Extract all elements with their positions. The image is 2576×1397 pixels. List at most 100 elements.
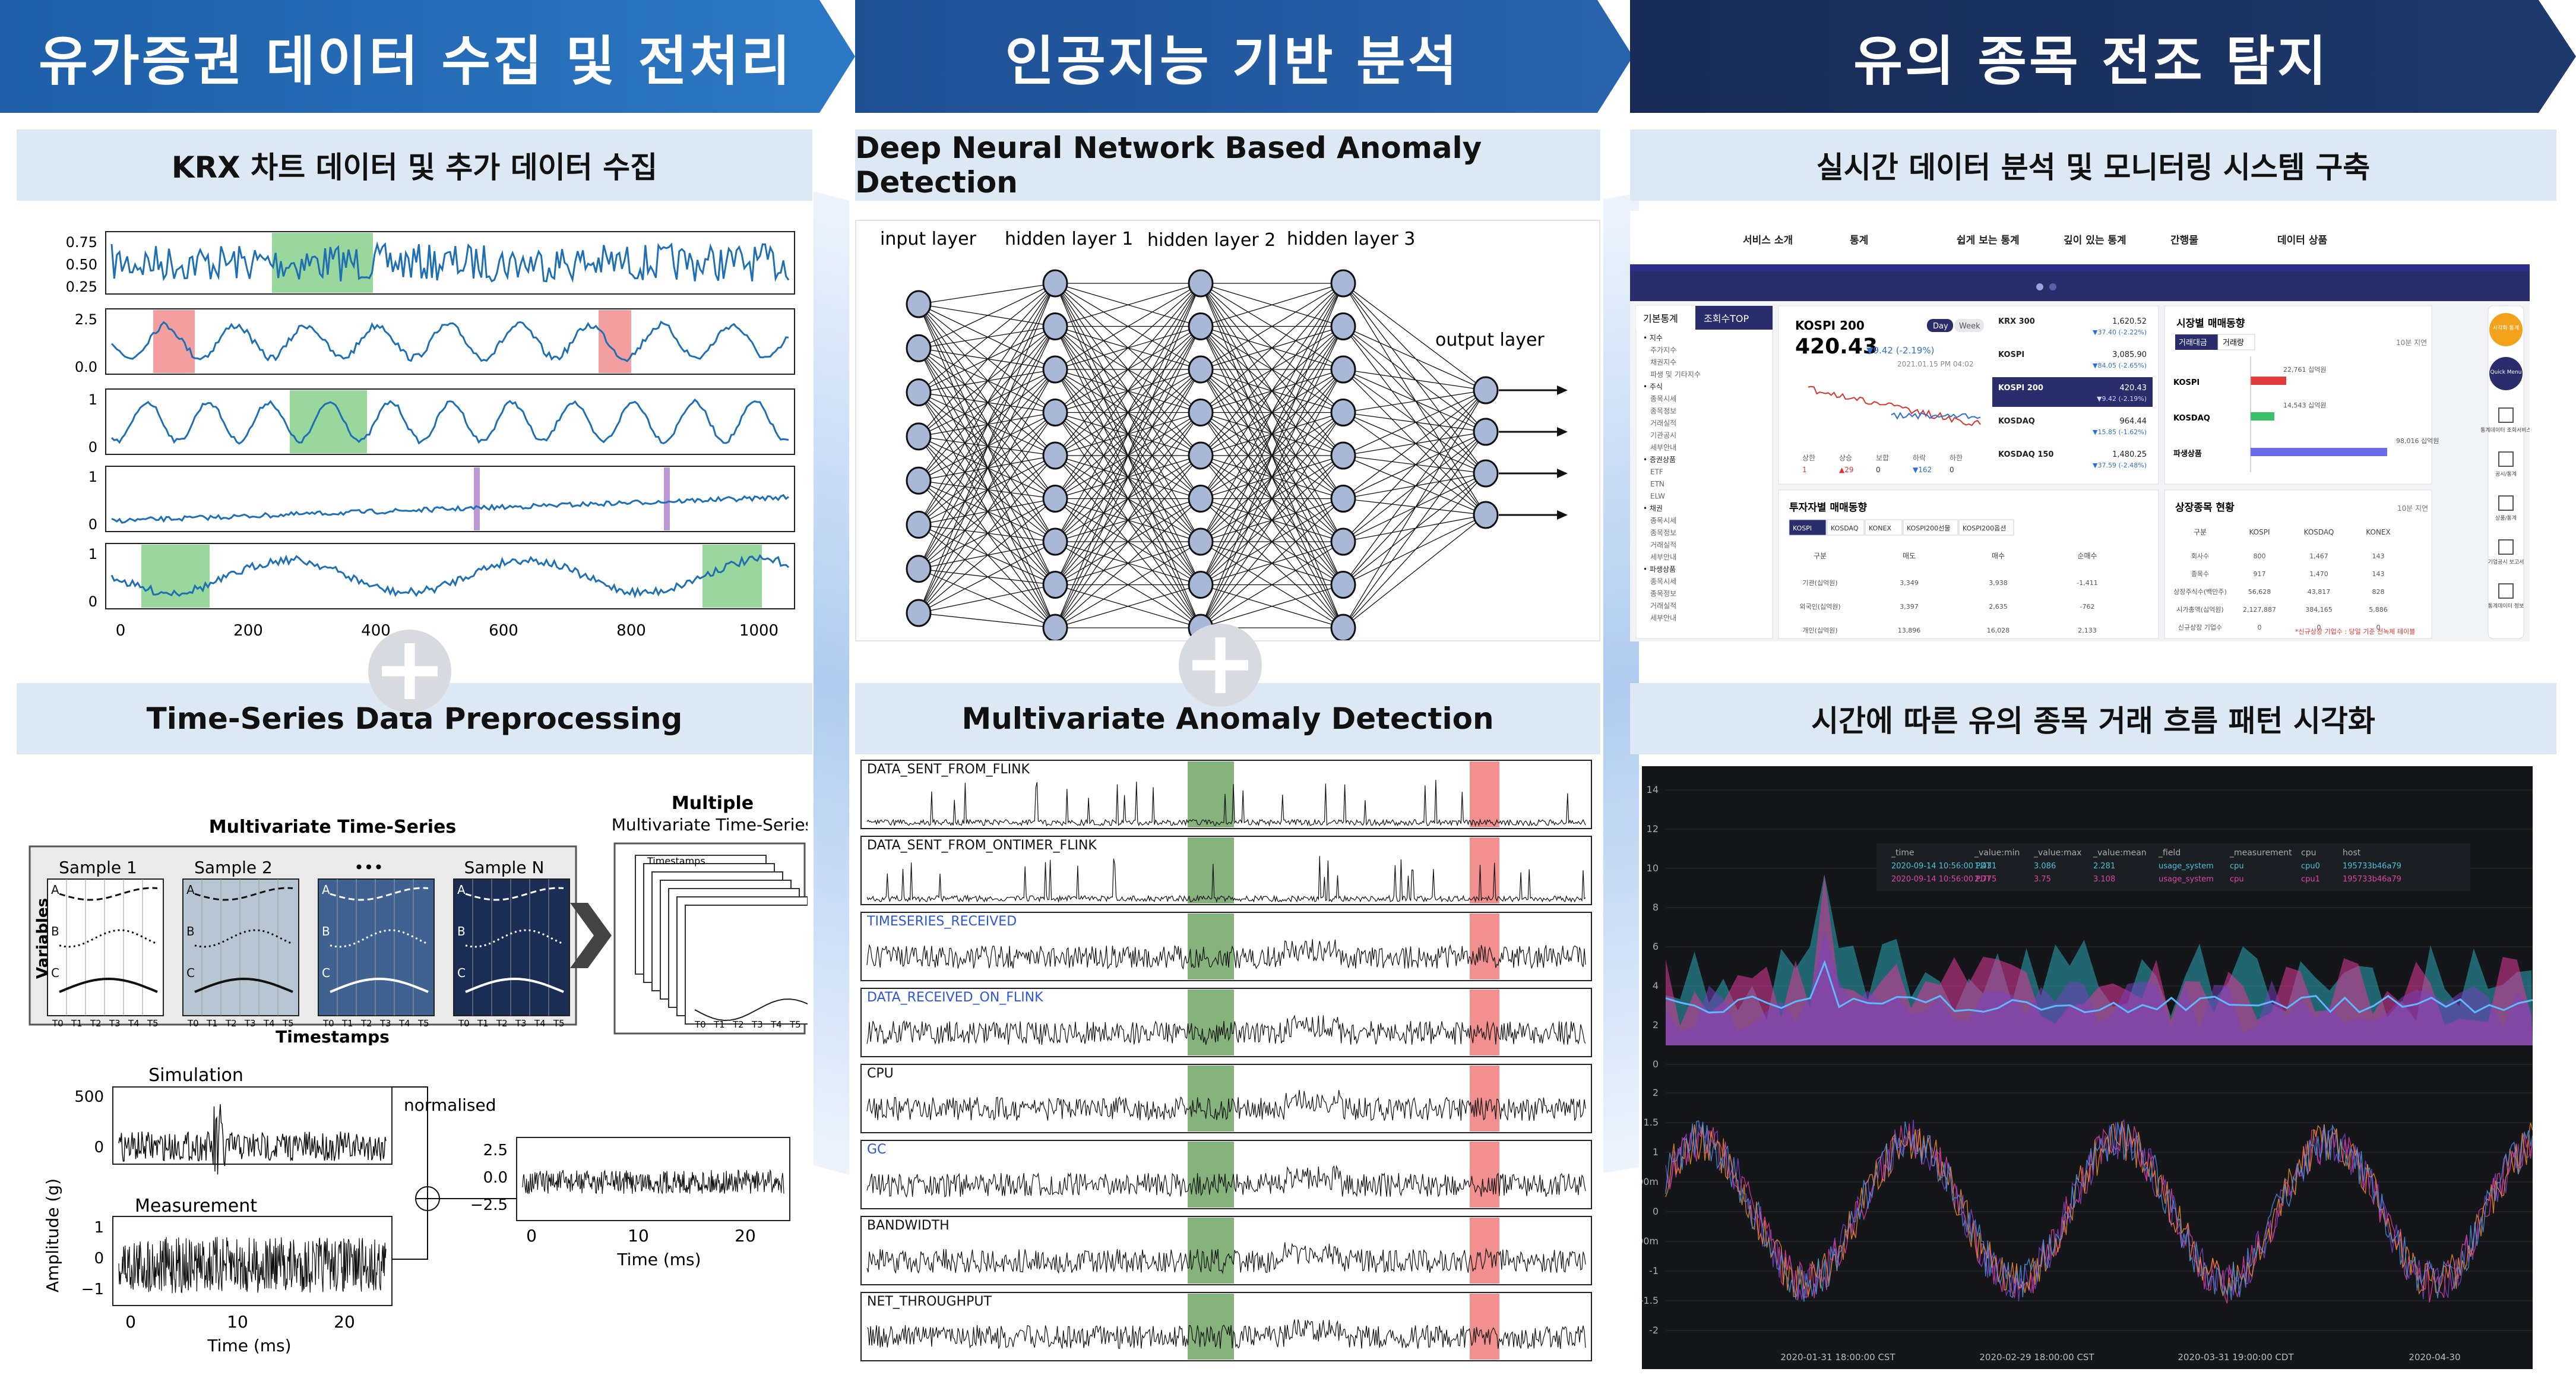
dash-side-item[interactable]: 채권지수 bbox=[1650, 358, 1676, 366]
mts-stack-sheet bbox=[685, 905, 808, 1025]
dash-side-item[interactable]: 세부안내 bbox=[1650, 553, 1676, 561]
graf-legend-cell: usage_system bbox=[2159, 862, 2214, 871]
index-row-name[interactable]: KOSPI bbox=[1998, 350, 2024, 359]
header-krx: KRX 차트 데이터 및 추가 데이터 수집 bbox=[17, 129, 812, 201]
listing-cell: 800 bbox=[2254, 552, 2266, 560]
nn-edge bbox=[1055, 283, 1201, 413]
nn-arrow-head-icon bbox=[1557, 385, 1568, 395]
dash-side-item[interactable]: 종목정보 bbox=[1650, 529, 1676, 537]
nn-edge bbox=[1343, 325, 1486, 391]
index-row-value: 420.43 bbox=[2120, 384, 2147, 393]
market-tab-volume-label: 거래량 bbox=[2223, 339, 2244, 347]
krx-highlight bbox=[599, 310, 631, 373]
dash-side-item[interactable]: 세부안내 bbox=[1650, 614, 1676, 622]
dash-tab-basic-label: 기본통계 bbox=[1643, 313, 1678, 324]
dash-side-item[interactable]: 거래실적 bbox=[1650, 419, 1676, 428]
dash-nav-item[interactable]: 서비스 소개 bbox=[1743, 235, 1793, 246]
dash-side-item[interactable]: 종목시세 bbox=[1650, 395, 1676, 403]
nn-edge bbox=[1343, 390, 1486, 585]
index-row-change: ▼9.42 (-2.19%) bbox=[2097, 395, 2147, 403]
mad-green-band bbox=[1188, 914, 1234, 979]
index-row-change: ▼84.05 (-2.65%) bbox=[2093, 362, 2147, 369]
quick-menu-label[interactable]: 공시/통계 bbox=[2495, 470, 2517, 478]
dash-side-item[interactable]: ETF bbox=[1650, 468, 1663, 476]
mts-time-tick: T5 bbox=[553, 1018, 565, 1029]
investor-col: 구분 bbox=[1814, 552, 1827, 560]
index-row-name[interactable]: KOSPI 200 bbox=[1998, 384, 2043, 393]
dash-side-item[interactable]: 종목시세 bbox=[1650, 517, 1676, 525]
kospi-week-button[interactable] bbox=[1954, 319, 1984, 332]
quick-menu-label[interactable]: 통계데이터 조회서비스 bbox=[2480, 426, 2530, 434]
quick-menu-label[interactable]: 상품/통계 bbox=[2495, 514, 2517, 521]
mts-time-tick: T4 bbox=[398, 1018, 410, 1029]
nn-node bbox=[906, 290, 932, 318]
nn-edge bbox=[1055, 283, 1201, 499]
meas-line bbox=[118, 1237, 387, 1294]
nn-node bbox=[906, 378, 932, 407]
investor-cell: 3,349 bbox=[1900, 579, 1919, 587]
dash-side-item[interactable]: • 지수 bbox=[1643, 334, 1663, 342]
listing-cell: 종목수 bbox=[2191, 570, 2209, 578]
dash-side-item[interactable]: 거래실적 bbox=[1650, 541, 1676, 549]
dash-side-item[interactable]: 세부안내 bbox=[1650, 444, 1676, 452]
investor-tab bbox=[1865, 519, 1903, 536]
dash-side-item[interactable]: • 증권상품 bbox=[1643, 456, 1676, 464]
nn-edge bbox=[1343, 431, 1486, 500]
dash-tab-top[interactable] bbox=[1695, 306, 1773, 330]
mad-row-series bbox=[866, 1014, 1586, 1045]
dash-side-item[interactable]: • 주식 bbox=[1643, 383, 1663, 391]
investor-tab-label[interactable]: KOSDAQ bbox=[1831, 524, 1859, 532]
dash-nav-item[interactable]: 통계 bbox=[1850, 235, 1868, 246]
nn-node bbox=[1330, 355, 1356, 384]
dashboard-panel: 서비스 소개 통계 쉽게 보는 통계 깊이 있는 통계 간행물 데이터 상품 기본통계 조… bbox=[1630, 211, 2530, 641]
dash-side-item[interactable]: ELW bbox=[1650, 492, 1665, 501]
dash-side-item[interactable]: 파생 및 기타지수 bbox=[1650, 371, 1701, 379]
mad-row-label: DATA_SENT_FROM_FLINK bbox=[867, 762, 1030, 777]
dash-side-item[interactable]: ETN bbox=[1650, 480, 1664, 488]
dash-side-item[interactable]: 종목정보 bbox=[1650, 590, 1676, 598]
header-dnn: Deep Neural Network Based Anomaly Detect… bbox=[855, 129, 1600, 201]
mad-red-band bbox=[1470, 914, 1499, 979]
dash-side-item[interactable]: • 파생상품 bbox=[1643, 565, 1676, 574]
chevron-right-icon bbox=[570, 903, 612, 968]
nn-node bbox=[906, 334, 932, 362]
graf-top-tick: 12 bbox=[1647, 823, 1659, 835]
dash-side-item[interactable]: 기관공시 bbox=[1650, 431, 1676, 440]
kospi-day-button[interactable] bbox=[1927, 319, 1953, 332]
dash-side-item[interactable]: 종목시세 bbox=[1650, 577, 1676, 586]
investor-tab-label[interactable]: KOSPI200옵션 bbox=[1963, 524, 2006, 532]
investor-tab-label[interactable]: KONEX bbox=[1869, 524, 1891, 532]
dash-side-item[interactable]: 주가지수 bbox=[1650, 346, 1676, 355]
investor-tab-label[interactable]: KOSPI bbox=[1793, 524, 1812, 532]
mad-row-series bbox=[866, 1089, 1586, 1121]
quick-menu-label[interactable]: 통계데이터 정보 bbox=[2488, 602, 2524, 609]
dash-nav-item[interactable]: 깊이 있는 통계 bbox=[2064, 235, 2126, 246]
dash-tab-basic[interactable] bbox=[1636, 306, 1695, 330]
index-row-name[interactable]: KOSDAQ 150 bbox=[1998, 450, 2053, 459]
quick-menu-label[interactable]: 기업공시 보고서 bbox=[2488, 559, 2524, 565]
quick-menu-label[interactable]: Quick Menu bbox=[2490, 369, 2521, 375]
market-tab-volume[interactable] bbox=[2217, 334, 2255, 350]
dash-side-item[interactable]: 종목정보 bbox=[1650, 407, 1676, 415]
index-row-name[interactable]: KRX 300 bbox=[1998, 317, 2035, 326]
sim-title: Simulation bbox=[148, 1065, 243, 1086]
dash-side-item[interactable]: 거래실적 bbox=[1650, 602, 1676, 610]
index-row-name[interactable]: KOSDAQ bbox=[1998, 417, 2035, 426]
graf-legend-cell: 1.431 bbox=[1974, 862, 1996, 871]
investor-tab-label[interactable]: KOSPI200선물 bbox=[1907, 524, 1950, 532]
nn-edge bbox=[918, 455, 1056, 481]
quick-menu-label[interactable]: 시각화 통계 bbox=[2493, 324, 2519, 331]
out-tick: 0.0 bbox=[483, 1169, 508, 1187]
investor-cell: -762 bbox=[2080, 603, 2095, 611]
dash-nav-item[interactable]: 데이터 상품 bbox=[2277, 235, 2327, 246]
graf-wave-series bbox=[1665, 1120, 2533, 1302]
mts-time-tick: T1 bbox=[477, 1018, 489, 1029]
dash-side-item[interactable]: • 채권 bbox=[1643, 504, 1663, 513]
market-tab-amount[interactable] bbox=[2175, 334, 2218, 350]
dash-nav-item[interactable]: 쉽게 보는 통계 bbox=[1957, 235, 2020, 246]
graf-bottom-tick: 0 bbox=[1653, 1206, 1659, 1217]
nn-edge bbox=[1343, 390, 1486, 500]
dash-nav-item[interactable]: 간행물 bbox=[2170, 235, 2198, 246]
nn-edge bbox=[1200, 283, 1344, 499]
kospi-day-label: Day bbox=[1933, 322, 1948, 331]
